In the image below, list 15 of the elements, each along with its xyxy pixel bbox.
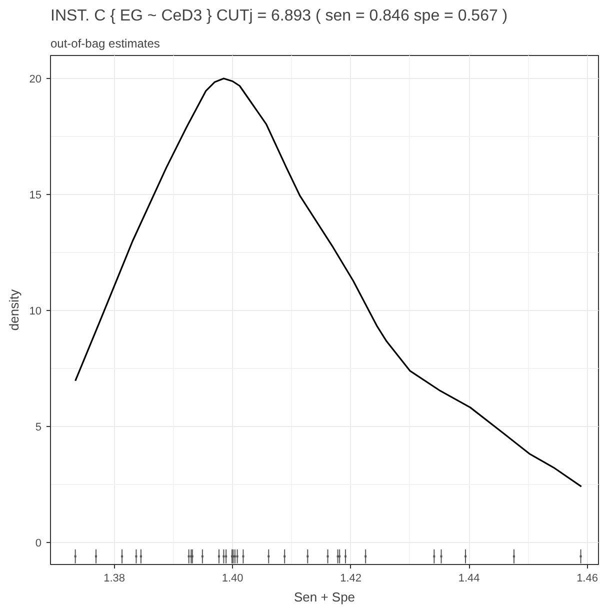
x-tick-label: 1.46 (576, 572, 598, 584)
y-tick-label: 5 (35, 421, 42, 434)
y-tick-label: 10 (29, 305, 42, 318)
x-tick-label: 1.40 (222, 572, 244, 584)
y-tick-label: 0 (35, 537, 42, 550)
x-tick-label: 1.42 (340, 572, 362, 584)
y-axis-title: density (6, 288, 22, 331)
x-tick-label: 1.44 (458, 572, 480, 584)
chart-title: INST. C { EG ~ CeD3 } CUTj = 6.893 ( sen = 0.846 spe = 0.567 ) (50, 8, 508, 24)
line-series (74, 78, 582, 488)
y-tick-label: 15 (29, 189, 42, 202)
x-axis-title: Sen + Spe (294, 590, 356, 604)
chart-subtitle: out-of-bag estimates (50, 36, 160, 50)
x-tick-label: 1.38 (104, 572, 126, 584)
y-tick-label: 20 (29, 73, 42, 86)
